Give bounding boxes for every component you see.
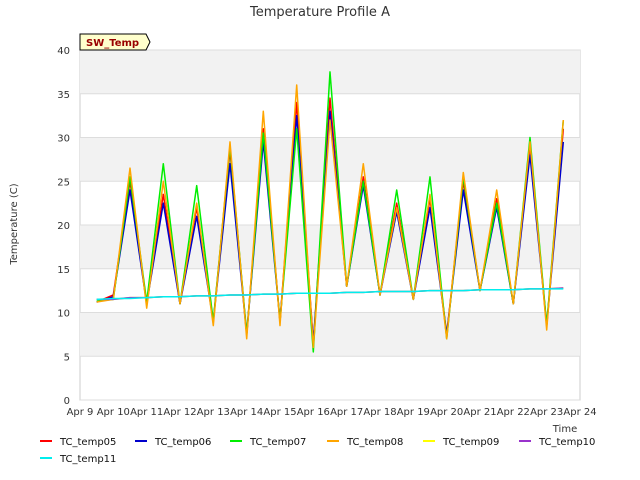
legend-label: TC_temp10 — [538, 437, 595, 448]
chart-title: Temperature Profile A — [249, 5, 390, 20]
x-tick-label: Apr 18 — [363, 407, 396, 418]
x-tick-label: Apr 9 — [67, 407, 94, 418]
legend-label: TC_temp09 — [442, 437, 499, 448]
legend-item-tc_temp08: TC_temp08 — [327, 437, 403, 448]
series-line-tc_temp11 — [96, 288, 564, 301]
x-tick-label: Apr 17 — [330, 407, 363, 418]
x-tick-label: Apr 21 — [463, 407, 496, 418]
grid-band — [80, 137, 580, 182]
legend-label: TC_temp11 — [59, 454, 116, 465]
x-tick-label: Apr 12 — [163, 407, 196, 418]
x-tick-label: Apr 15 — [263, 407, 296, 418]
x-tick-label: Apr 14 — [230, 407, 263, 418]
legend-item-tc_temp11: TC_temp11 — [40, 454, 116, 465]
x-tick-label: Apr 10 — [97, 407, 130, 418]
x-tick-label: Apr 24 — [563, 407, 596, 418]
x-tick-label: Apr 11 — [130, 407, 163, 418]
y-tick-label: 25 — [57, 177, 70, 188]
y-tick-label: 20 — [57, 221, 70, 232]
annotation-sw-temp: SW_Temp — [79, 33, 151, 51]
y-tick-label: 5 — [64, 352, 70, 363]
legend-label: TC_temp07 — [249, 437, 306, 448]
y-tick-label: 10 — [57, 309, 70, 320]
legend-item-tc_temp06: TC_temp06 — [135, 437, 211, 448]
legend-item-tc_temp10: TC_temp10 — [519, 437, 595, 448]
x-tick-label: Apr 23 — [530, 407, 563, 418]
x-axis-ticks: Apr 9 Apr 10 Apr 11 Apr 12 Apr 13 Apr 14 Apr 1… — [67, 407, 597, 418]
annotation-box — [79, 33, 151, 51]
y-tick-label: 15 — [57, 265, 70, 276]
annotation-label: SW_Temp — [86, 38, 139, 49]
x-tick-label: Apr 16 — [297, 407, 330, 418]
y-axis-label: Temperature (C) — [9, 183, 20, 265]
x-tick-label: Apr 13 — [197, 407, 230, 418]
y-tick-label: 30 — [57, 134, 70, 145]
y-tick-label: 40 — [57, 46, 70, 57]
legend: TC_temp05 TC_temp06 TC_temp07 TC_temp08 TC_t… — [40, 437, 595, 465]
x-tick-label: Apr 20 — [430, 407, 463, 418]
grid-band — [80, 312, 580, 357]
grid-band — [80, 225, 580, 269]
x-axis-label: Time — [552, 424, 577, 435]
x-tick-label: Apr 19 — [397, 407, 430, 418]
legend-item-tc_temp07: TC_temp07 — [230, 437, 306, 448]
series-lines — [96, 71, 565, 353]
y-tick-label: 0 — [64, 396, 70, 407]
series-line-tc_temp08 — [96, 84, 565, 349]
y-axis-ticks: 0 5 10 15 20 25 30 35 40 — [57, 46, 70, 407]
legend-label: TC_temp05 — [59, 437, 116, 448]
legend-label: TC_temp06 — [154, 437, 211, 448]
x-tick-label: Apr 22 — [497, 407, 530, 418]
legend-label: TC_temp08 — [346, 437, 403, 448]
y-tick-label: 35 — [57, 90, 70, 101]
legend-item-tc_temp05: TC_temp05 — [40, 437, 116, 448]
legend-item-tc_temp09: TC_temp09 — [423, 437, 499, 448]
